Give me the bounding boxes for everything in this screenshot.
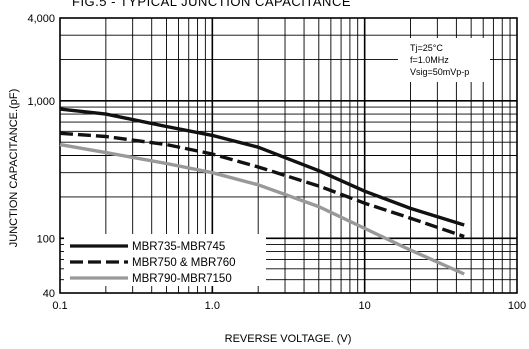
grid <box>60 18 517 293</box>
x-tick-label: 10 <box>359 300 371 312</box>
y-tick-label: 40 <box>43 288 55 300</box>
y-axis-title: JUNCTION CAPACITANCE.(pF) <box>8 89 20 248</box>
x-tick-labels: 0.1 1.0 10 100 <box>52 300 526 312</box>
y-tick-label: 100 <box>37 233 55 245</box>
condition-temperature: Tj=25°C <box>410 43 443 53</box>
y-tick-label: 4,000 <box>27 13 55 25</box>
legend: MBR735-MBR745 MBR750 & MBR760 MBR790-MBR… <box>64 234 266 286</box>
legend-label-mbr735: MBR735-MBR745 <box>132 241 225 253</box>
x-tick-label: 0.1 <box>52 300 67 312</box>
series-lines <box>59 107 465 276</box>
legend-label-mbr790: MBR790-MBR7150 <box>132 273 232 285</box>
condition-frequency: f=1.0MHz <box>410 55 449 65</box>
y-tick-label: 1,000 <box>27 96 55 108</box>
condition-signal: Vsig=50mVp-p <box>410 67 469 77</box>
plot-frame <box>59 17 518 294</box>
legend-label-mbr750: MBR750 & MBR760 <box>132 257 236 269</box>
x-tick-label: 100 <box>508 300 526 312</box>
x-tick-label: 1.0 <box>205 300 220 312</box>
conditions-background <box>398 38 490 82</box>
chart-title: FIG.5 - TYPICAL JUNCTION CAPACITANCE <box>72 0 351 9</box>
series-line-2 <box>59 142 465 276</box>
y-tick-labels: 40 100 1,000 4,000 <box>27 13 55 300</box>
series-line-1 <box>59 131 465 239</box>
x-axis-title: REVERSE VOLTAGE. (V) <box>225 333 352 345</box>
conditions-box: Tj=25°C f=1.0MHz Vsig=50mVp-p <box>398 38 490 82</box>
series-line-0 <box>59 107 465 227</box>
